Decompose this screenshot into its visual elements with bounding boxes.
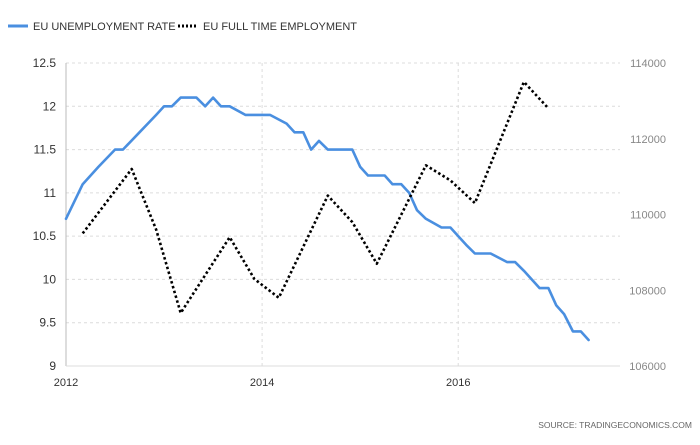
y-left-tick-label: 9.5 bbox=[39, 316, 56, 330]
y-right-tick-label: 114000 bbox=[630, 58, 666, 70]
x-tick-label: 2016 bbox=[446, 377, 470, 389]
y-left-tick-label: 12 bbox=[43, 99, 57, 113]
legend-label-unemployment: EU UNEMPLOYMENT RATE bbox=[33, 21, 176, 33]
series-line-unemployment-rate bbox=[64, 96, 590, 342]
legend-label-fulltime: EU FULL TIME EMPLOYMENT bbox=[203, 21, 357, 33]
axes: 12.5 12 11.5 11 10.5 10 9.5 9 114000 112000 110000… bbox=[33, 56, 666, 389]
source-label: SOURCE: TRADINGECONOMICS.COM bbox=[538, 420, 692, 430]
y-left-tick-label: 10.5 bbox=[33, 229, 57, 243]
y-left-tick-label: 10 bbox=[43, 272, 57, 286]
y-right-tick-label: 112000 bbox=[630, 134, 666, 146]
legend: EU UNEMPLOYMENT RATE EU FULL TIME EMPLOY… bbox=[8, 21, 357, 33]
grid-lines bbox=[65, 62, 620, 367]
y-right-tick-label: 110000 bbox=[630, 210, 666, 222]
series-group bbox=[64, 80, 590, 342]
y-left-tick-label: 11.5 bbox=[34, 143, 57, 157]
x-tick-label: 2014 bbox=[250, 377, 274, 389]
x-tick-label: 2012 bbox=[54, 377, 78, 389]
y-left-tick-label: 9 bbox=[49, 359, 56, 373]
y-right-tick-label: 108000 bbox=[629, 285, 666, 297]
y-left-tick-label: 11 bbox=[44, 186, 57, 200]
series-line-full-time-employment bbox=[81, 80, 550, 315]
y-right-tick-label: 106000 bbox=[629, 361, 666, 373]
y-left-tick-label: 12.5 bbox=[33, 56, 57, 70]
